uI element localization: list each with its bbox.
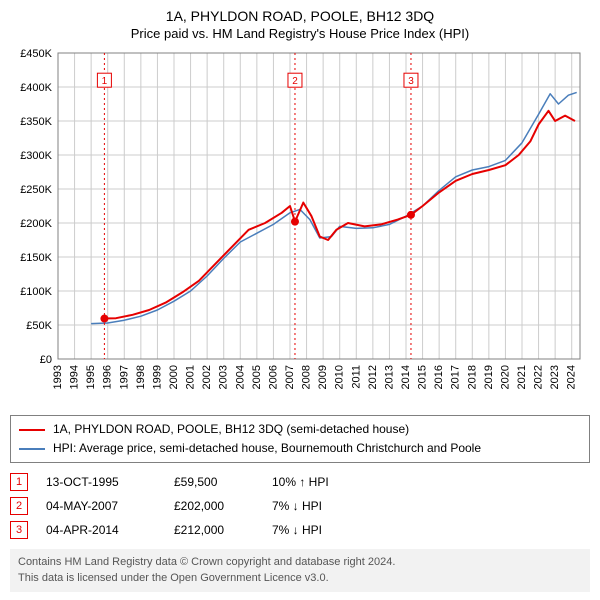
svg-text:1996: 1996 bbox=[102, 365, 114, 389]
svg-text:£250K: £250K bbox=[20, 184, 52, 196]
svg-text:2024: 2024 bbox=[566, 365, 578, 389]
legend-label: 1A, PHYLDON ROAD, POOLE, BH12 3DQ (semi-… bbox=[53, 420, 409, 439]
chart-subtitle: Price paid vs. HM Land Registry's House … bbox=[10, 26, 590, 41]
svg-text:2002: 2002 bbox=[201, 365, 213, 389]
svg-text:£200K: £200K bbox=[20, 218, 52, 230]
svg-text:2003: 2003 bbox=[218, 365, 230, 389]
markers-table: 1 13-OCT-1995 £59,500 10% ↑ HPI 2 04-MAY… bbox=[10, 473, 590, 539]
attribution-line: This data is licensed under the Open Gov… bbox=[18, 571, 582, 586]
svg-text:2012: 2012 bbox=[367, 365, 379, 389]
marker-badge: 1 bbox=[10, 473, 28, 491]
svg-text:1993: 1993 bbox=[52, 365, 64, 389]
legend-item: 1A, PHYLDON ROAD, POOLE, BH12 3DQ (semi-… bbox=[19, 420, 581, 439]
svg-text:2009: 2009 bbox=[317, 365, 329, 389]
marker-price: £202,000 bbox=[174, 499, 254, 513]
chart-area: £0 £50K £100K £150K £200K £250K £300K £350K £400… bbox=[10, 47, 590, 407]
marker-row: 2 04-MAY-2007 £202,000 7% ↓ HPI bbox=[10, 497, 590, 515]
svg-text:2000: 2000 bbox=[168, 365, 180, 389]
svg-text:1: 1 bbox=[102, 76, 108, 87]
svg-text:2006: 2006 bbox=[267, 365, 279, 389]
marker-price: £59,500 bbox=[174, 475, 254, 489]
marker-delta: 7% ↓ HPI bbox=[272, 523, 382, 537]
legend-item: HPI: Average price, semi-detached house,… bbox=[19, 439, 581, 458]
svg-text:£300K: £300K bbox=[20, 150, 52, 162]
attribution: Contains HM Land Registry data © Crown c… bbox=[10, 549, 590, 592]
svg-text:2016: 2016 bbox=[433, 365, 445, 389]
marker-badge: 2 bbox=[10, 497, 28, 515]
svg-text:2011: 2011 bbox=[350, 365, 362, 389]
marker-date: 04-MAY-2007 bbox=[46, 499, 156, 513]
svg-text:2021: 2021 bbox=[516, 365, 528, 389]
svg-text:£450K: £450K bbox=[20, 48, 52, 60]
svg-text:2005: 2005 bbox=[251, 365, 263, 389]
svg-text:£50K: £50K bbox=[26, 320, 52, 332]
marker-delta: 7% ↓ HPI bbox=[272, 499, 382, 513]
svg-text:2007: 2007 bbox=[284, 365, 296, 389]
svg-text:2014: 2014 bbox=[400, 365, 412, 389]
marker-badge: 3 bbox=[10, 521, 28, 539]
svg-text:2023: 2023 bbox=[549, 365, 561, 389]
svg-text:2015: 2015 bbox=[417, 365, 429, 389]
svg-text:1999: 1999 bbox=[151, 365, 163, 389]
svg-text:1995: 1995 bbox=[85, 365, 97, 389]
marker-date: 04-APR-2014 bbox=[46, 523, 156, 537]
marker-delta: 10% ↑ HPI bbox=[272, 475, 382, 489]
legend-swatch bbox=[19, 429, 45, 431]
chart-container: 1A, PHYLDON ROAD, POOLE, BH12 3DQ Price … bbox=[0, 0, 600, 600]
svg-text:2019: 2019 bbox=[483, 365, 495, 389]
chart-title: 1A, PHYLDON ROAD, POOLE, BH12 3DQ bbox=[10, 8, 590, 24]
svg-text:£0: £0 bbox=[40, 354, 52, 366]
title-block: 1A, PHYLDON ROAD, POOLE, BH12 3DQ Price … bbox=[10, 8, 590, 41]
svg-text:2022: 2022 bbox=[533, 365, 545, 389]
svg-text:2018: 2018 bbox=[466, 365, 478, 389]
svg-text:2017: 2017 bbox=[450, 365, 462, 389]
marker-row: 1 13-OCT-1995 £59,500 10% ↑ HPI bbox=[10, 473, 590, 491]
svg-text:2: 2 bbox=[292, 76, 298, 87]
svg-text:1994: 1994 bbox=[69, 365, 81, 389]
svg-text:2020: 2020 bbox=[499, 365, 511, 389]
chart-svg: £0 £50K £100K £150K £200K £250K £300K £350K £400… bbox=[10, 47, 590, 407]
svg-text:2008: 2008 bbox=[301, 365, 313, 389]
marker-row: 3 04-APR-2014 £212,000 7% ↓ HPI bbox=[10, 521, 590, 539]
marker-date: 13-OCT-1995 bbox=[46, 475, 156, 489]
svg-text:£350K: £350K bbox=[20, 116, 52, 128]
legend: 1A, PHYLDON ROAD, POOLE, BH12 3DQ (semi-… bbox=[10, 415, 590, 463]
svg-text:3: 3 bbox=[408, 76, 414, 87]
attribution-line: Contains HM Land Registry data © Crown c… bbox=[18, 555, 582, 570]
svg-text:2004: 2004 bbox=[234, 365, 246, 389]
svg-text:£150K: £150K bbox=[20, 252, 52, 264]
svg-text:2010: 2010 bbox=[334, 365, 346, 389]
svg-text:£400K: £400K bbox=[20, 82, 52, 94]
svg-text:£100K: £100K bbox=[20, 286, 52, 298]
legend-swatch bbox=[19, 448, 45, 450]
svg-text:2001: 2001 bbox=[185, 365, 197, 389]
legend-label: HPI: Average price, semi-detached house,… bbox=[53, 439, 481, 458]
svg-text:1997: 1997 bbox=[118, 365, 130, 389]
svg-text:2013: 2013 bbox=[383, 365, 395, 389]
marker-price: £212,000 bbox=[174, 523, 254, 537]
svg-text:1998: 1998 bbox=[135, 365, 147, 389]
